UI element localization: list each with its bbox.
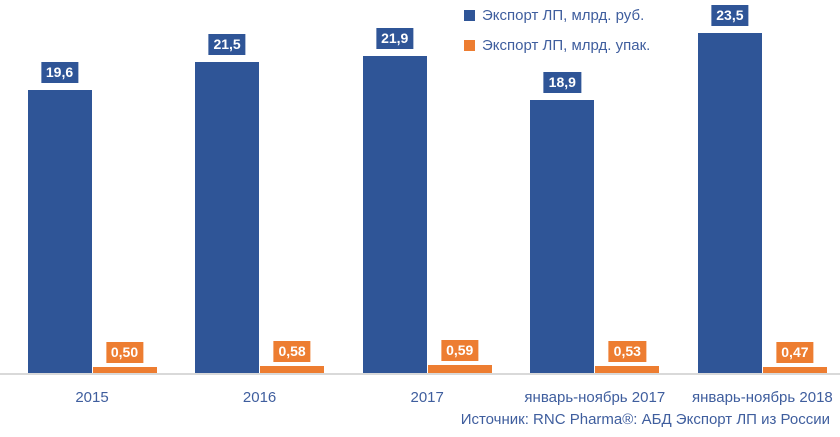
value-label-upak: 0,53 (608, 341, 646, 363)
bar-upak (427, 365, 492, 374)
bar-rub (27, 89, 92, 374)
value-label-rub: 23,5 (711, 5, 749, 27)
legend-item-upak: Экспорт ЛП, млрд. упак. (464, 36, 651, 54)
value-label-upak: 0,50 (105, 341, 144, 363)
value-label-rub: 21,9 (376, 28, 414, 50)
bar-upak (92, 366, 157, 374)
value-label-rub: 19,6 (40, 61, 79, 83)
x-axis-label: январь-ноябрь 2017 (524, 389, 666, 406)
bar-upak (260, 365, 325, 374)
legend: Экспорт ЛП, млрд. руб. Экспорт ЛП, млрд.… (464, 7, 650, 67)
legend-label-upak: Экспорт ЛП, млрд. упак. (482, 36, 651, 54)
bar-rub (530, 99, 595, 374)
bar-rub (697, 33, 762, 374)
legend-label-rub: Экспорт ЛП, млрд. руб. (482, 6, 645, 24)
x-axis-label: 2017 (410, 389, 444, 406)
x-axis-label: январь-ноябрь 2018 (692, 389, 833, 406)
bar-rub (362, 56, 427, 374)
legend-item-rub: Экспорт ЛП, млрд. руб. (464, 6, 650, 24)
value-label-upak: 0,47 (776, 342, 814, 364)
source-note: Источник: RNC Pharma®: АБД Экспорт ЛП из… (460, 411, 830, 428)
value-label-rub: 18,9 (543, 71, 581, 93)
value-label-upak: 0,59 (441, 340, 479, 362)
legend-swatch-rub-icon (464, 9, 475, 21)
x-axis-line (0, 373, 840, 375)
bar-rub (195, 62, 260, 374)
legend-swatch-upak-icon (464, 39, 475, 51)
value-label-rub: 21,5 (208, 34, 246, 56)
value-label-upak: 0,58 (273, 340, 311, 362)
bar-upak (762, 367, 827, 374)
bar-upak (595, 366, 660, 374)
x-axis-label: 2016 (242, 389, 277, 406)
x-axis-label: 2015 (75, 389, 109, 406)
